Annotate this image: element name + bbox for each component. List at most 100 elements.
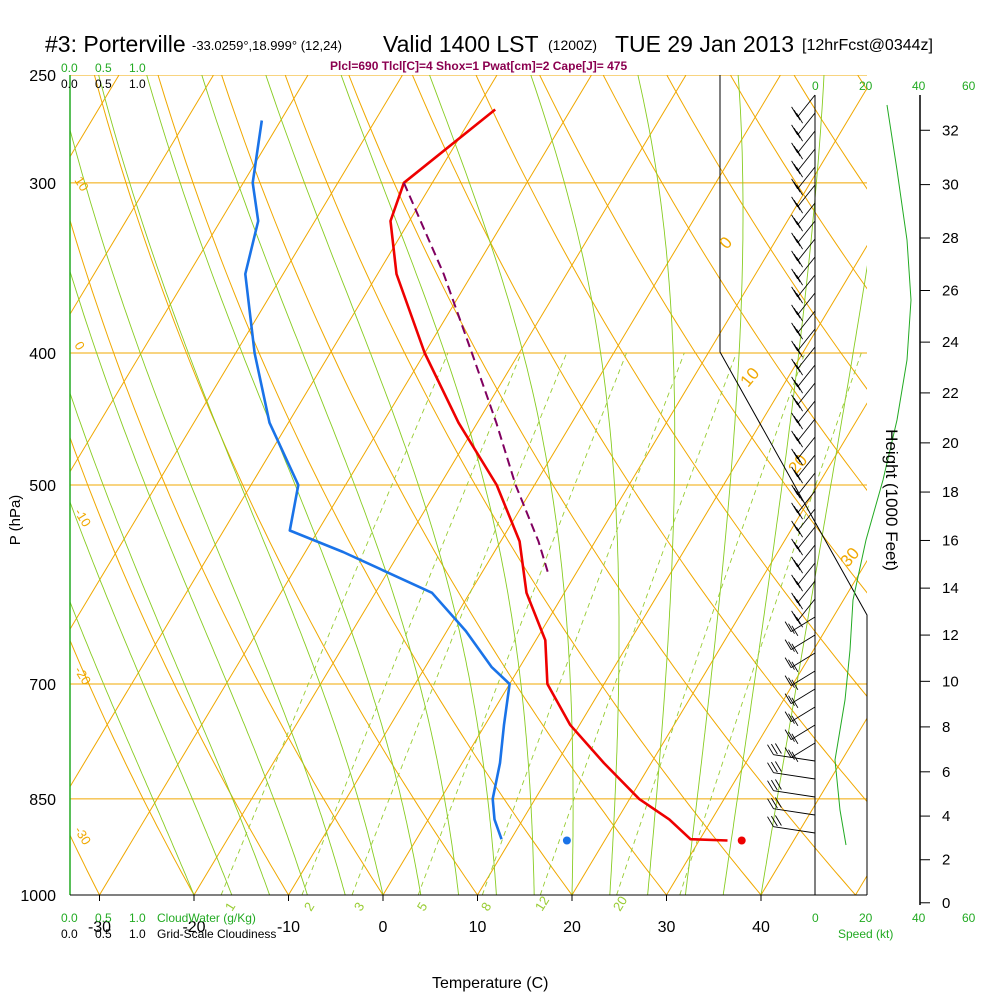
height-tick-label-30: 30 (942, 177, 959, 194)
wind-barb-flag (796, 472, 803, 484)
wind-barb-flag (791, 196, 798, 208)
height-tick-label-8: 8 (942, 719, 950, 736)
wind-barb-flag (793, 289, 801, 301)
wind-barb-flag (791, 214, 798, 226)
wind-barb-flag (791, 643, 799, 655)
wind-barb-shaft (797, 382, 816, 406)
series-parcel (402, 182, 549, 574)
p-tick-label-850: 850 (29, 792, 56, 809)
wind-barb-flag (784, 639, 792, 650)
x-tick-label-20: 20 (563, 919, 581, 936)
title-valid: Valid 1400 LST (383, 31, 539, 57)
isotherm--30 (99, 75, 592, 895)
wind-barb-flag (796, 526, 803, 538)
wind-barb-flag (796, 112, 803, 124)
x-tick-label-0: 0 (379, 919, 388, 936)
moist-adiabat-4 (146, 75, 422, 895)
p-tick-label-250: 250 (29, 68, 56, 85)
wind-barb-flag (793, 235, 801, 247)
wind-barb-flag (793, 379, 801, 391)
wind-barb-flag (775, 761, 782, 772)
moist-adiabat-24 (530, 75, 620, 895)
cloud-bottom-green-0: 0.0 (61, 911, 78, 925)
wind-barb-flag (791, 358, 798, 370)
dry-adiabat-100 (666, 75, 867, 390)
wind-barb-flag (791, 124, 798, 136)
mixing-ratio-5 (417, 352, 627, 895)
isotherm--10 (288, 75, 781, 895)
wind-barb-flag (791, 592, 798, 604)
wind-barb-flag (796, 598, 803, 610)
mixing-ratio-1 (220, 352, 449, 895)
y-axis-title: P (hPa) (7, 495, 24, 546)
wind-barb-flag (796, 418, 803, 430)
dry-adiabat-30 (221, 75, 667, 895)
wind-barb-shaft (773, 772, 816, 780)
wind-barb-shaft (797, 400, 816, 424)
wind-barb-shaft (797, 184, 816, 208)
dry-adiabat-0 (70, 218, 384, 895)
dry-adiabat-90 (602, 75, 867, 492)
series-temperature (389, 108, 728, 842)
wind-barb-flag (791, 232, 798, 244)
wind-barb-flag (793, 505, 801, 517)
dry-adiabat-40 (284, 75, 762, 895)
wind-barb-shaft (797, 526, 816, 550)
wind-barb-shaft (790, 652, 816, 668)
wind-barb-flag (791, 556, 798, 568)
wind-barb-flag (793, 253, 801, 265)
wind-barb-flag (791, 268, 798, 280)
cloud-bottom-black-2: 1.0 (129, 927, 146, 941)
wind-barb-flag (793, 271, 801, 283)
wind-barb-flag (791, 679, 799, 691)
wind-barb-flag (796, 310, 803, 322)
cloud-top-green-1: 0.5 (95, 61, 112, 75)
wind-barb-shaft (797, 94, 816, 118)
wind-barb-flag (796, 346, 803, 358)
wind-barb-flag (796, 184, 803, 196)
mixing-ratio-30 (679, 352, 862, 895)
moist-adiabat--4 (70, 128, 346, 895)
wind-barb-flag (793, 595, 801, 607)
wind-barb-shaft (797, 562, 816, 586)
moist-adiabat--12 (70, 391, 271, 895)
wind-barb-flag (796, 130, 803, 142)
plot-boundary (719, 75, 868, 895)
wind-barb-flag (793, 415, 801, 427)
isotherm-40 (760, 717, 867, 895)
wind-barb-flag (796, 454, 803, 466)
speed-top-40: 40 (912, 79, 926, 93)
wind-barb-flag (793, 451, 801, 463)
height-tick-label-10: 10 (942, 673, 959, 690)
isotherm-10 (477, 244, 867, 895)
isotherm--50 (70, 75, 403, 631)
wind-barb-flag (791, 304, 798, 316)
moist-adiabat-12 (265, 75, 497, 895)
p-tick-label-400: 400 (29, 346, 56, 363)
mixing-ratio-label-12: 12 (532, 893, 552, 913)
cloud-top-green-2: 1.0 (129, 61, 146, 75)
wind-barb-flag (796, 544, 803, 556)
wind-barb-flag (793, 163, 801, 175)
wind-barb-shaft (797, 292, 816, 316)
title-station: #3: Porterville (45, 31, 186, 57)
wind-barb-flag (791, 178, 798, 190)
wind-barb-shaft (797, 436, 816, 460)
isotherm-label-10: 10 (71, 174, 91, 194)
wind-barb-shaft (797, 166, 816, 190)
dry-adiabat-70 (475, 75, 867, 698)
wind-barb-shaft (797, 346, 816, 370)
wind-barb-shaft (797, 508, 816, 532)
wind-barb-flag (793, 217, 801, 229)
wind-barb-flag (793, 541, 801, 553)
series-dewpoint (244, 120, 511, 840)
isotherm--20 (193, 75, 687, 895)
isotherm-30 (666, 559, 867, 895)
wind-barb-flag (791, 448, 798, 460)
wind-barb-flag (791, 466, 798, 478)
height-tick-label-20: 20 (942, 435, 959, 452)
wind-barb-shaft (797, 364, 816, 388)
speed-bottom-20: 20 (859, 911, 873, 925)
wind-barb-flag (796, 166, 803, 178)
